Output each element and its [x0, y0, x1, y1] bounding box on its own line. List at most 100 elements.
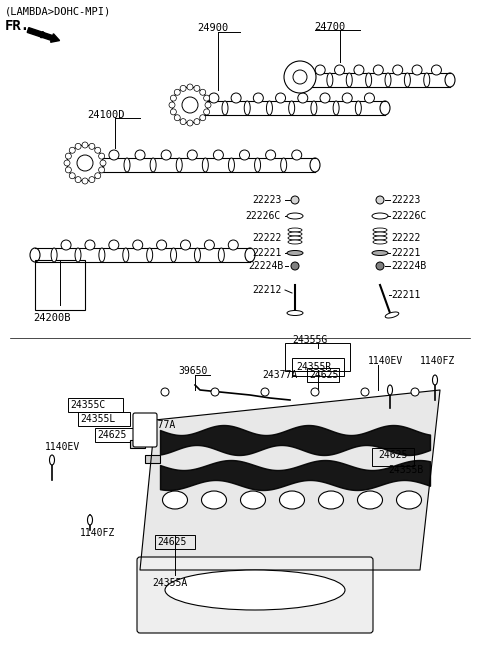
Ellipse shape [245, 248, 255, 262]
Circle shape [284, 61, 316, 93]
Ellipse shape [244, 101, 250, 115]
Ellipse shape [156, 240, 167, 250]
Text: 22222: 22222 [252, 233, 281, 243]
Ellipse shape [194, 248, 201, 262]
Text: 24355C: 24355C [70, 400, 105, 410]
Ellipse shape [99, 248, 105, 262]
Ellipse shape [298, 93, 308, 103]
Ellipse shape [287, 251, 303, 255]
Bar [35, 260, 85, 310]
Circle shape [161, 388, 169, 396]
Bar [155, 535, 195, 549]
Text: 24200B: 24200B [33, 313, 71, 323]
Circle shape [75, 176, 81, 182]
Ellipse shape [319, 491, 344, 509]
Text: 1140FZ: 1140FZ [420, 356, 455, 366]
Circle shape [311, 388, 319, 396]
Text: 24355L: 24355L [80, 414, 115, 424]
Circle shape [95, 173, 101, 178]
Circle shape [64, 160, 70, 166]
Ellipse shape [396, 491, 421, 509]
Ellipse shape [109, 150, 119, 160]
Ellipse shape [228, 240, 238, 250]
Circle shape [200, 115, 206, 121]
Ellipse shape [203, 158, 208, 172]
Ellipse shape [387, 385, 393, 395]
Text: 22226C: 22226C [245, 211, 280, 221]
Text: 22211: 22211 [391, 290, 420, 300]
Text: 39650: 39650 [178, 366, 207, 376]
Ellipse shape [288, 236, 302, 240]
Text: 22221: 22221 [252, 248, 281, 258]
Text: 22224B: 22224B [248, 261, 283, 271]
Circle shape [82, 178, 88, 184]
Text: FR.: FR. [5, 19, 30, 33]
Ellipse shape [333, 101, 339, 115]
Polygon shape [140, 390, 440, 570]
Ellipse shape [61, 240, 71, 250]
Circle shape [291, 196, 299, 204]
Circle shape [174, 89, 180, 95]
Ellipse shape [51, 248, 57, 262]
Ellipse shape [373, 232, 387, 236]
Ellipse shape [342, 93, 352, 103]
Circle shape [77, 155, 93, 171]
Ellipse shape [150, 158, 156, 172]
Bar [145, 455, 160, 463]
Ellipse shape [200, 101, 206, 115]
Ellipse shape [320, 93, 330, 103]
Ellipse shape [135, 150, 145, 160]
Ellipse shape [373, 236, 387, 240]
Ellipse shape [87, 515, 93, 525]
Ellipse shape [161, 150, 171, 160]
Ellipse shape [240, 491, 265, 509]
Ellipse shape [147, 248, 153, 262]
Text: 1140EV: 1140EV [45, 442, 80, 452]
Ellipse shape [315, 65, 325, 75]
Ellipse shape [266, 101, 273, 115]
Circle shape [67, 145, 103, 181]
Circle shape [261, 388, 269, 396]
Text: 22224B: 22224B [391, 261, 426, 271]
Bar [307, 368, 339, 382]
Ellipse shape [373, 65, 384, 75]
Ellipse shape [214, 150, 223, 160]
Circle shape [95, 148, 101, 154]
Circle shape [376, 196, 384, 204]
Circle shape [82, 142, 88, 148]
Ellipse shape [373, 228, 387, 232]
Bar [68, 398, 123, 412]
Ellipse shape [355, 101, 361, 115]
Ellipse shape [287, 310, 303, 316]
Ellipse shape [109, 240, 119, 250]
Text: 24700: 24700 [314, 22, 346, 32]
Text: 24355A: 24355A [152, 578, 187, 588]
Text: 24355B: 24355B [388, 465, 423, 475]
Ellipse shape [288, 232, 302, 236]
Ellipse shape [404, 73, 410, 87]
FancyBboxPatch shape [137, 557, 373, 633]
Ellipse shape [180, 101, 190, 115]
Ellipse shape [231, 93, 241, 103]
Circle shape [172, 87, 208, 123]
Circle shape [180, 119, 186, 125]
Ellipse shape [276, 93, 286, 103]
Text: 22222: 22222 [391, 233, 420, 243]
Circle shape [361, 388, 369, 396]
Ellipse shape [222, 101, 228, 115]
Circle shape [100, 160, 106, 166]
Circle shape [69, 173, 75, 178]
Ellipse shape [165, 570, 345, 610]
Circle shape [65, 167, 72, 173]
Circle shape [411, 388, 419, 396]
Text: 24355G: 24355G [292, 335, 327, 345]
Ellipse shape [124, 158, 130, 172]
Bar [285, 343, 350, 371]
Ellipse shape [373, 240, 387, 244]
Ellipse shape [310, 158, 320, 172]
Text: 22226C: 22226C [391, 211, 426, 221]
Ellipse shape [432, 65, 442, 75]
Text: 24100D: 24100D [87, 110, 125, 120]
Ellipse shape [228, 158, 234, 172]
Text: 24355R: 24355R [296, 362, 331, 372]
